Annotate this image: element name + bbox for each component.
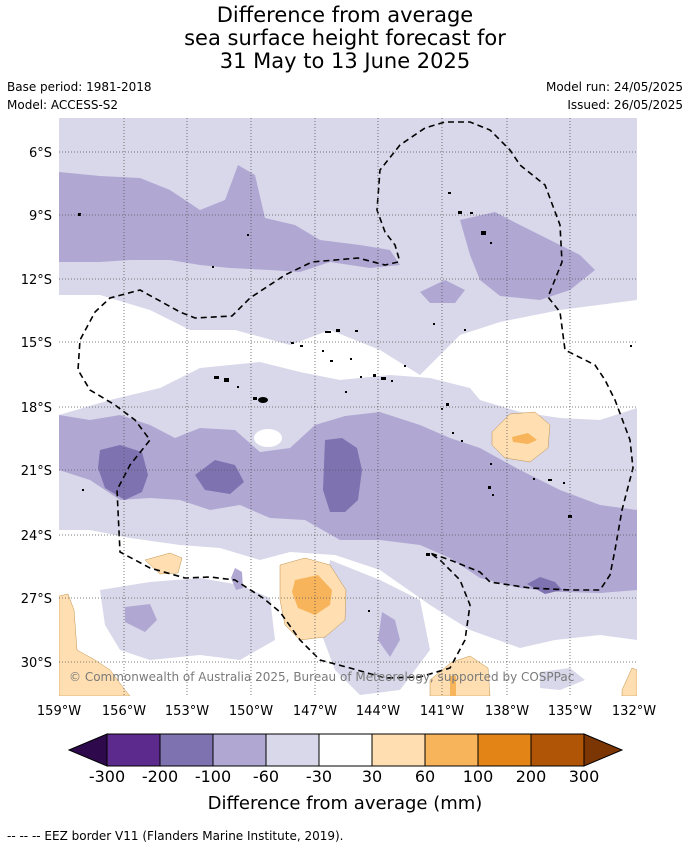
lat-label: 27°S	[21, 592, 52, 607]
colorbar-segment	[530, 733, 585, 767]
contour-pos60-east	[512, 433, 537, 444]
model-run: Model run: 24/05/2025	[545, 80, 683, 94]
lat-label: 15°S	[21, 336, 52, 351]
lat-label: 24°S	[21, 529, 52, 544]
title-line-1: Difference from average	[216, 3, 474, 27]
model-name: Model: ACCESS-S2	[7, 98, 119, 112]
contour-neg60-north-east	[460, 212, 595, 300]
colorbar-segment	[212, 733, 267, 767]
latitude-labels: 6°S 9°S 12°S 15°S 18°S 21°S 24°S 27°S 30…	[21, 146, 52, 671]
contour-neg60-islet	[420, 280, 465, 303]
eez-borders	[77, 121, 634, 679]
lat-label: 30°S	[21, 656, 52, 671]
colorbar-extend-low	[67, 733, 108, 767]
colorbar	[67, 733, 624, 767]
colorbar-tick: -300	[89, 767, 125, 786]
lat-label: 18°S	[21, 401, 52, 416]
colorbar-segment	[424, 733, 479, 767]
contour-neg30-southwest	[100, 578, 275, 660]
lat-label: 6°S	[29, 146, 52, 161]
lon-label: 153°W	[165, 704, 209, 719]
colorbar-segment	[106, 733, 161, 767]
lon-label: 132°W	[612, 704, 656, 719]
colorbar-ticks: -300 -200 -100 -60 -30 30 60 100 200 300	[89, 767, 599, 786]
model-info: Base period: 1981-2018 Model: ACCESS-S2	[7, 78, 152, 114]
issued-date: Issued: 26/05/2025	[567, 98, 683, 112]
title-line-2: sea surface height forecast for	[184, 26, 506, 50]
lat-label: 12°S	[21, 273, 52, 288]
colorbar-tick: 100	[463, 767, 494, 786]
colorbar-tick: 300	[569, 767, 600, 786]
colorbar-segment	[159, 733, 214, 767]
contour-neg30-south	[320, 560, 430, 695]
contour-neg60-small	[231, 568, 243, 590]
lon-label: 141°W	[420, 704, 464, 719]
colorbar-tick: 30	[362, 767, 382, 786]
lon-label: 147°W	[293, 704, 337, 719]
eez-credit: -- -- -- EEZ border V11 (Flanders Marine…	[7, 829, 344, 843]
contour-neg60-north-west	[59, 165, 400, 272]
graticule	[59, 118, 637, 696]
contour-neg30-southeast	[540, 668, 585, 690]
colorbar-segment	[477, 733, 532, 767]
contour-neg60-southwest	[125, 604, 157, 632]
lon-label: 156°W	[102, 704, 146, 719]
contour-pos30-corner	[621, 667, 637, 696]
colorbar-tick: 60	[415, 767, 435, 786]
longitude-labels: 159°W 156°W 153°W 150°W 147°W 144°W 141°…	[37, 704, 656, 719]
lon-label: 144°W	[356, 704, 400, 719]
map-title: Difference from average sea surface heig…	[0, 4, 690, 73]
lon-label: 135°W	[548, 704, 592, 719]
colorbar-extend-high	[583, 733, 624, 767]
contour-pos30-southwest	[59, 593, 131, 696]
contour-neg60-south	[378, 612, 400, 657]
contour-neg100-centre	[323, 438, 362, 512]
eez-french-polynesia	[77, 121, 634, 679]
contour-pos60-south	[292, 575, 332, 615]
lat-label: 9°S	[29, 209, 52, 224]
lat-label: 21°S	[21, 464, 52, 479]
contour-zero-patch	[254, 429, 282, 447]
colorbar-tick: -30	[306, 767, 332, 786]
colorbar-tick: -60	[253, 767, 279, 786]
contour-neg100-centre-west	[195, 460, 244, 494]
colorbar-tick: 200	[516, 767, 547, 786]
colorbar-segment	[265, 733, 320, 767]
run-info: Model run: 24/05/2025 Issued: 26/05/2025	[546, 78, 683, 114]
colorbar-tick: -200	[142, 767, 178, 786]
contour-pos60-southeast	[450, 676, 456, 696]
copyright-text: © Commonwealth of Australia 2025, Bureau…	[69, 670, 574, 684]
title-line-3: 31 May to 13 June 2025	[219, 49, 471, 73]
colorbar-tick: -100	[195, 767, 231, 786]
base-period: Base period: 1981-2018	[7, 80, 152, 94]
lon-label: 159°W	[37, 704, 81, 719]
colorbar-segment	[371, 733, 426, 767]
contour-pos30-west	[144, 552, 183, 575]
colorbar-segment	[318, 733, 373, 767]
lon-label: 150°W	[229, 704, 273, 719]
lon-label: 138°W	[485, 704, 529, 719]
colorbar-label: Difference from average (mm)	[208, 793, 483, 814]
